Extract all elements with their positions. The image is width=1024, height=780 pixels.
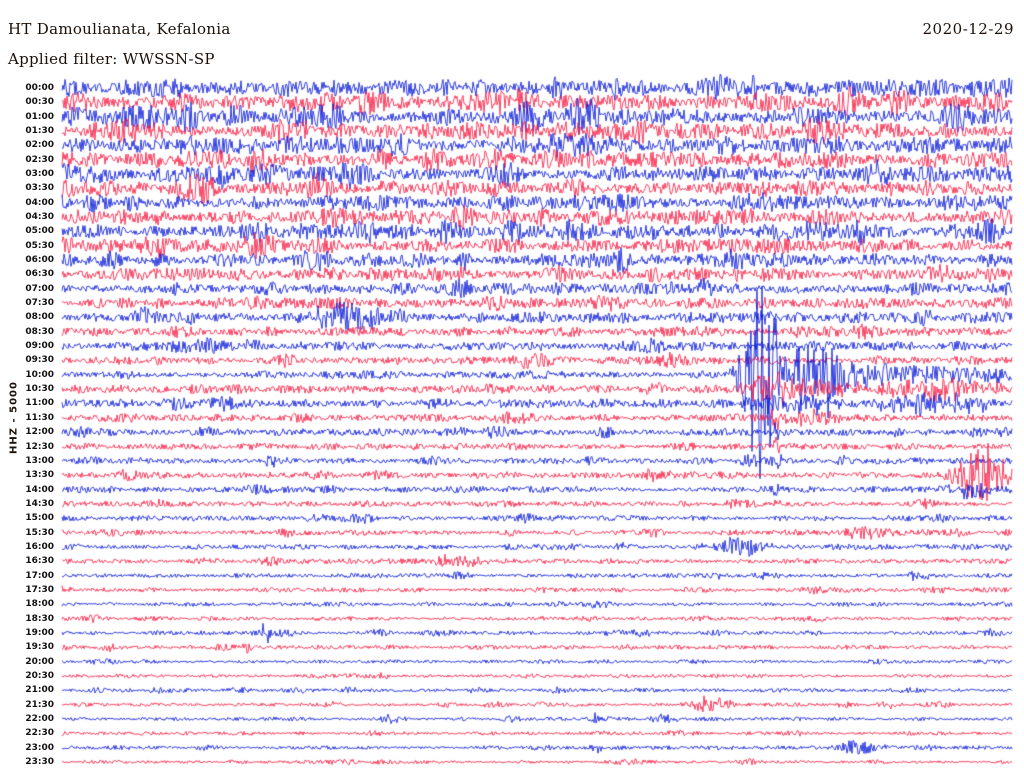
helicorder-page: HT Damoulianata, Kefalonia 2020-12-29 Ap…	[0, 0, 1024, 780]
helicorder-canvas	[0, 0, 1024, 780]
